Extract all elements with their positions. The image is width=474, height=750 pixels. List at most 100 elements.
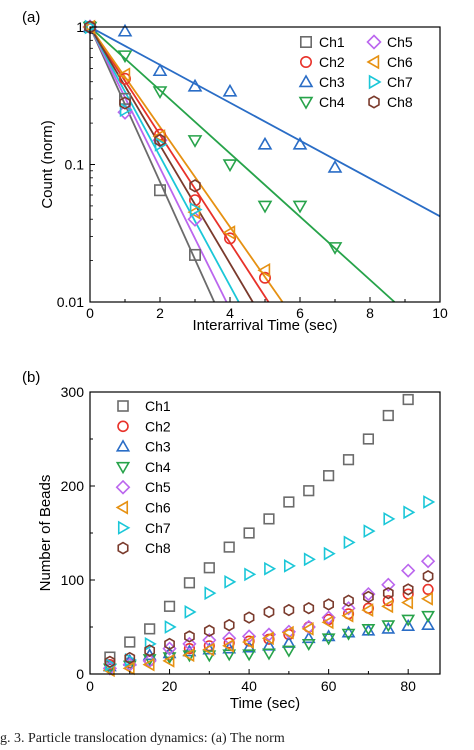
point-a-ch4 — [152, 86, 168, 100]
y-tick-label-b: 0 — [76, 666, 84, 682]
point-b-ch7 — [184, 605, 197, 619]
point-b-ch4 — [242, 649, 256, 662]
point-b-ch7 — [283, 558, 296, 573]
point-b-ch1 — [283, 496, 295, 508]
point-a-ch1 — [154, 184, 167, 197]
fit-line-ch4 — [90, 27, 396, 302]
y-tick-label-b: 300 — [61, 384, 85, 400]
point-a-ch3 — [222, 83, 238, 97]
point-b-ch6 — [182, 648, 195, 663]
legend-marker-a-ch7 — [368, 74, 382, 90]
point-a-ch3 — [117, 23, 133, 37]
panel-a-label: (a) — [22, 9, 40, 26]
legend-label-a-ch1: Ch1 — [319, 34, 345, 50]
point-a-ch7 — [189, 202, 203, 217]
point-b-ch1 — [144, 623, 156, 635]
fit-line-ch2 — [90, 27, 270, 302]
point-b-ch4 — [361, 623, 376, 637]
point-a-ch1 — [189, 248, 202, 261]
point-b-ch4 — [381, 620, 396, 633]
point-b-ch6 — [281, 625, 294, 640]
point-b-ch5 — [381, 577, 396, 592]
legend-marker-a-ch8 — [368, 95, 380, 109]
y-tick-label-b: 100 — [61, 572, 85, 588]
point-a-ch3 — [292, 136, 308, 150]
point-a-ch6 — [117, 67, 131, 83]
point-a-ch7 — [154, 137, 168, 152]
point-a-ch3 — [152, 63, 168, 77]
point-b-ch4 — [222, 649, 237, 662]
legend-marker-a-ch1 — [299, 35, 312, 48]
point-b-ch7 — [264, 561, 277, 576]
x-tick-label-a: 2 — [156, 305, 164, 321]
point-b-ch7 — [343, 535, 356, 550]
point-b-ch1 — [243, 527, 255, 539]
point-b-ch8 — [243, 611, 255, 624]
legend-label-b-ch7: Ch7 — [145, 520, 171, 536]
x-tick-label-b: 40 — [241, 678, 257, 694]
point-b-ch8 — [203, 624, 215, 637]
legend-label-b-ch1: Ch1 — [145, 398, 171, 414]
point-b-ch7 — [303, 552, 316, 567]
legend-label-a-ch6: Ch6 — [387, 54, 413, 70]
point-b-ch4 — [321, 633, 336, 646]
fit-line-ch1 — [90, 27, 216, 302]
legend-label-b-ch3: Ch3 — [145, 439, 171, 455]
point-b-ch1 — [183, 577, 196, 589]
point-b-ch1 — [323, 470, 335, 482]
point-b-ch6 — [381, 599, 394, 614]
point-b-ch3 — [341, 625, 356, 638]
point-b-ch3 — [301, 631, 316, 644]
point-b-ch1 — [163, 600, 176, 612]
point-b-ch1 — [303, 485, 315, 497]
x-axis-label-a: Interarrival Time (sec) — [192, 317, 337, 334]
point-b-ch8 — [382, 586, 394, 600]
point-b-ch1 — [342, 454, 355, 466]
y-axis-label-b: Number of Beads — [37, 475, 54, 592]
legend-marker-a-ch4 — [298, 96, 314, 110]
point-b-ch4 — [202, 650, 217, 663]
point-a-ch8 — [189, 179, 201, 193]
point-b-ch6 — [241, 635, 254, 649]
point-b-ch7 — [224, 574, 237, 589]
point-b-ch7 — [423, 495, 436, 509]
point-b-ch7 — [383, 511, 396, 526]
legend-marker-b-ch4 — [115, 461, 131, 475]
point-b-ch7 — [144, 637, 157, 651]
point-b-ch6 — [420, 591, 433, 606]
point-b-ch6 — [162, 653, 175, 668]
point-b-ch1 — [362, 433, 375, 445]
legend-label-b-ch5: Ch5 — [145, 479, 171, 495]
point-a-ch7 — [119, 102, 133, 118]
point-b-ch8 — [363, 590, 374, 604]
point-b-ch8 — [343, 594, 354, 607]
point-b-ch1 — [203, 562, 215, 574]
point-b-ch8 — [124, 651, 136, 665]
legend-marker-b-ch7 — [117, 520, 131, 535]
point-a-ch6 — [257, 262, 271, 278]
point-b-ch8 — [104, 655, 116, 668]
point-b-ch6 — [122, 661, 135, 676]
point-a-ch4 — [117, 50, 133, 64]
x-tick-label-b: 80 — [400, 678, 416, 694]
y-tick-label-a: 0.01 — [57, 294, 84, 310]
point-b-ch6 — [261, 631, 274, 646]
point-b-ch5 — [321, 610, 336, 625]
point-b-ch6 — [341, 608, 354, 623]
y-tick-label-b: 200 — [61, 478, 85, 494]
point-b-ch1 — [223, 541, 235, 553]
point-a-ch3 — [187, 78, 203, 92]
x-tick-label-a: 4 — [226, 305, 234, 321]
point-b-ch7 — [244, 567, 257, 582]
x-tick-label-a: 8 — [366, 305, 374, 321]
y-axis-label-a: Count (norm) — [39, 120, 56, 208]
point-b-ch5 — [401, 563, 416, 578]
point-b-ch3 — [421, 617, 435, 631]
point-b-ch7 — [323, 546, 336, 561]
legend-label-b-ch6: Ch6 — [145, 500, 171, 516]
point-a-ch6 — [222, 225, 236, 240]
legend-marker-a-ch2 — [299, 55, 312, 68]
point-a-ch1 — [119, 92, 132, 105]
point-b-ch3 — [321, 629, 336, 642]
